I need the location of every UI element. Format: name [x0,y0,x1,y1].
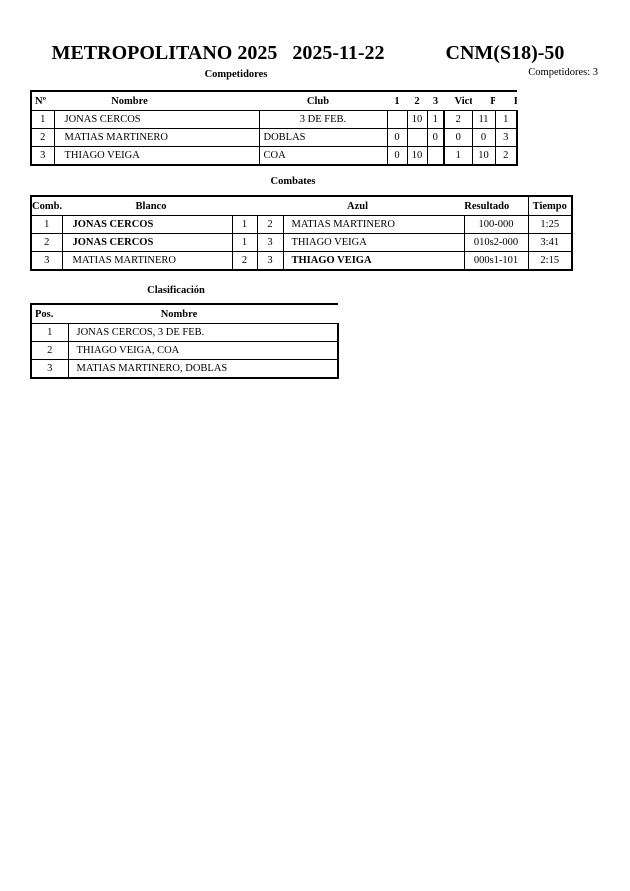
competitors-count: Competidores: 3 [528,67,598,78]
ranked-name-cell: JONAS CERCOS, 3 DE FEB. [67,323,339,342]
competitor-club-cell: 3 DE FEB. [258,110,388,129]
white-number-cell: 1 [231,215,258,234]
bout-row: 3 MATIAS MARTINERO 2 3 THIAGO VEIGA 000s… [30,251,573,271]
score-cell-1 [386,110,408,129]
bouts-header-row: Comb. Blanco Azul Resultado Tiempo [30,195,573,216]
competitor-name-cell: THIAGO VEIGA [53,146,260,166]
bouts-table: Comb. Blanco Azul Resultado Tiempo 1 JON… [30,195,573,271]
col-header-nombre: Nombre [68,303,338,324]
ranked-name-cell: MATIAS MARTINERO, DOBLAS [67,359,339,379]
score-cell-1: 0 [386,146,408,166]
blue-fighter-cell: THIAGO VEIGA [282,251,465,271]
col-header-resultado: Resultado [463,195,529,216]
title-date: 2025-11-22 [292,42,385,64]
competitors-section-label: Competidores [204,69,268,80]
score-cell-2 [406,128,428,147]
white-fighter-cell: MATIAS MARTINERO [61,251,233,271]
competitor-number-cell: 2 [30,128,55,147]
time-cell: 3:41 [527,233,573,252]
classification-section-label: Clasificación [147,285,205,296]
victories-cell: 0 [443,128,473,147]
points-cell: 10 [471,146,496,166]
white-number-cell: 1 [231,233,258,252]
time-cell: 2:15 [527,251,573,271]
bout-number-cell: 2 [30,233,63,252]
white-fighter-cell: JONAS CERCOS [61,215,233,234]
time-cell: 1:25 [527,215,573,234]
bout-row: 2 JONAS CERCOS 1 3 THIAGO VEIGA 010s2-00… [30,233,573,252]
competitor-name-cell: JONAS CERCOS [53,110,260,129]
result-cell: 000s1-101 [463,251,529,271]
points-cell: 11 [471,110,496,129]
score-cell-3 [426,146,445,166]
col-header-blanco: Blanco [62,195,232,216]
result-cell: 010s2-000 [463,233,529,252]
col-header-pts: Pts. [472,90,495,111]
competitors-header-row: Nº Nombre Club 1 2 3 Victs. Pts. Pos. [30,90,517,111]
classification-row: 1 JONAS CERCOS, 3 DE FEB. [30,323,339,342]
victories-cell: 1 [443,146,473,166]
classification-header-row: Pos. Nombre [30,303,338,324]
white-fighter-cell: JONAS CERCOS [61,233,233,252]
col-header-victs: Victs. [443,90,472,111]
result-cell: 100-000 [463,215,529,234]
competitor-row: 1 JONAS CERCOS 3 DE FEB. 10 1 2 11 1 [30,110,518,129]
competitor-number-cell: 3 [30,146,55,166]
bout-number-cell: 3 [30,251,63,271]
score-cell-1: 0 [386,128,408,147]
blue-fighter-cell: MATIAS MARTINERO [282,215,465,234]
col-header-azul: Azul [283,195,464,216]
competitor-number-cell: 1 [30,110,55,129]
bouts-section-label: Combates [270,176,316,187]
position-cell: 2 [494,146,518,166]
col-header-3: 3 [427,90,444,111]
col-header-pos: Pos. [495,90,517,111]
bout-number-cell: 1 [30,215,63,234]
position-cell: 1 [494,110,518,129]
blue-number-cell: 3 [256,233,284,252]
score-cell-3: 0 [426,128,445,147]
rank-cell: 1 [30,323,69,342]
title-category: CNM(S18)-50 [445,42,565,64]
col-header-comb: Comb. [30,195,63,216]
position-cell: 3 [494,128,518,147]
col-header-blanco-num [232,195,257,216]
classification-table: Pos. Nombre 1 JONAS CERCOS, 3 DE FEB. 2 … [30,303,339,379]
score-cell-2: 10 [406,146,428,166]
col-header-num: Nº [30,90,55,111]
blue-number-cell: 3 [256,251,284,271]
bout-row: 1 JONAS CERCOS 1 2 MATIAS MARTINERO 100-… [30,215,573,234]
col-header-azul-num [257,195,283,216]
score-cell-2: 10 [406,110,428,129]
competitors-table: Nº Nombre Club 1 2 3 Victs. Pts. Pos. 1 … [30,90,518,166]
col-header-pos: Pos. [30,303,69,324]
competitor-row: 3 THIAGO VEIGA COA 0 10 1 10 2 [30,146,518,166]
col-header-1: 1 [387,90,407,111]
col-header-2: 2 [407,90,427,111]
score-cell-3: 1 [426,110,445,129]
white-number-cell: 2 [231,251,258,271]
rank-cell: 3 [30,359,69,379]
classification-row: 2 THIAGO VEIGA, COA [30,341,339,360]
page-title: METROPOLITANO 2025 2025-11-22 CNM(S18)-5… [0,42,616,64]
victories-cell: 2 [443,110,473,129]
classification-row: 3 MATIAS MARTINERO, DOBLAS [30,359,339,379]
col-header-club: Club [259,90,387,111]
col-header-tiempo: Tiempo [527,195,573,216]
ranked-name-cell: THIAGO VEIGA, COA [67,341,339,360]
competitor-row: 2 MATIAS MARTINERO DOBLAS 0 0 0 0 3 [30,128,518,147]
rank-cell: 2 [30,341,69,360]
competitor-club-cell: DOBLAS [258,128,388,147]
competitor-name-cell: MATIAS MARTINERO [53,128,260,147]
blue-fighter-cell: THIAGO VEIGA [282,233,465,252]
title-event: METROPOLITANO 2025 [51,42,278,64]
col-header-nombre: Nombre [54,90,259,111]
blue-number-cell: 2 [256,215,284,234]
points-cell: 0 [471,128,496,147]
competitor-club-cell: COA [258,146,388,166]
